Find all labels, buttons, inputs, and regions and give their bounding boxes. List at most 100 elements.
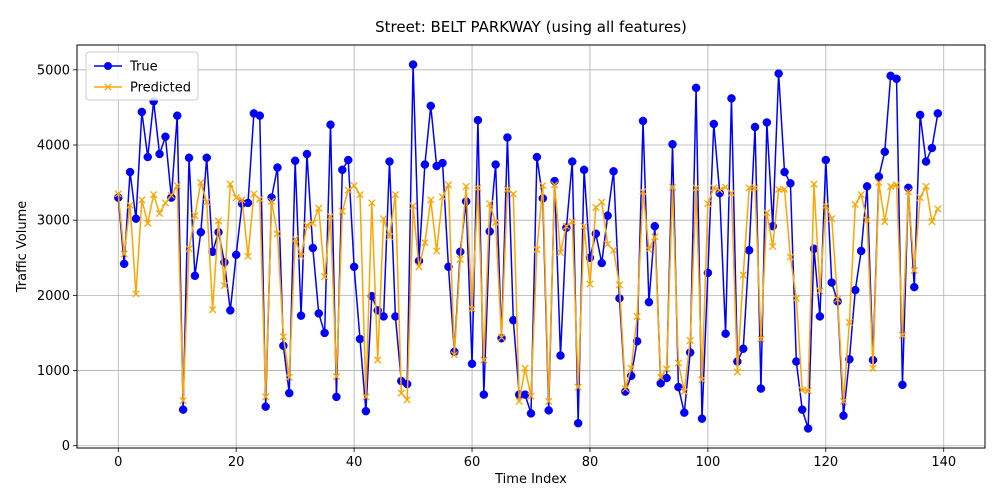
data-point-true	[332, 392, 341, 402]
data-point-predicted	[798, 386, 806, 394]
data-point-true	[756, 384, 766, 393]
data-point-true	[792, 357, 801, 366]
data-point-true	[750, 122, 760, 132]
data-point-true	[491, 160, 500, 169]
data-point-predicted	[586, 280, 594, 288]
data-point-true	[691, 83, 701, 93]
data-point-predicted	[556, 248, 565, 257]
data-point-predicted	[126, 201, 134, 209]
y-tick-label: 3000	[37, 214, 70, 229]
data-point-predicted	[374, 356, 382, 364]
data-point-true	[780, 167, 789, 177]
y-tick-label: 1000	[37, 364, 70, 379]
data-point-true	[355, 334, 365, 344]
data-point-true	[680, 408, 689, 417]
data-point-predicted	[497, 333, 506, 342]
data-point-predicted	[639, 187, 647, 196]
data-point-predicted	[545, 397, 553, 406]
data-point-predicted	[438, 193, 447, 201]
data-point-predicted	[615, 281, 624, 289]
series-layer	[114, 60, 943, 433]
data-point-predicted	[421, 239, 429, 247]
data-point-true	[161, 132, 170, 141]
data-point-predicted	[657, 373, 665, 381]
data-point-true	[379, 312, 388, 321]
y-tick-label: 4000	[37, 138, 70, 153]
data-point-true	[892, 74, 901, 84]
data-point-predicted	[144, 219, 152, 227]
data-point-true	[933, 109, 943, 118]
data-point-predicted	[633, 312, 641, 321]
data-point-predicted	[568, 218, 576, 226]
data-point-predicted	[244, 252, 252, 260]
data-point-predicted	[763, 209, 771, 217]
data-point-true	[125, 167, 135, 177]
data-point-predicted	[474, 184, 482, 192]
data-point-true	[721, 329, 730, 338]
data-point-true	[119, 259, 129, 269]
data-point-true	[338, 165, 347, 175]
data-point-predicted	[580, 222, 588, 230]
y-axis-label: Traffic Volume	[15, 201, 30, 294]
data-point-true	[385, 157, 394, 166]
plot-frame	[76, 44, 986, 449]
x-tick-label: 100	[695, 455, 720, 470]
data-point-predicted	[267, 197, 276, 206]
data-point-true	[927, 143, 937, 153]
data-point-predicted	[550, 181, 559, 189]
data-point-true	[526, 409, 536, 418]
data-point-predicted	[203, 198, 211, 206]
data-point-predicted	[845, 318, 854, 327]
data-point-true	[178, 405, 188, 414]
data-point-true	[797, 405, 807, 414]
data-point-true	[909, 282, 919, 292]
data-point-true	[438, 158, 447, 168]
x-tick-label: 140	[931, 455, 956, 470]
data-point-true	[261, 402, 270, 411]
data-point-true	[644, 297, 654, 307]
data-point-predicted	[916, 193, 924, 202]
data-point-true	[343, 155, 353, 165]
data-point-predicted	[816, 287, 824, 295]
data-point-predicted	[326, 212, 335, 221]
data-point-true	[184, 153, 194, 163]
data-point-predicted	[480, 356, 488, 364]
data-point-predicted	[462, 182, 470, 191]
data-point-true	[856, 246, 866, 256]
data-point-true	[426, 101, 436, 111]
data-point-predicted	[315, 204, 323, 212]
data-point-predicted	[833, 295, 842, 303]
data-point-predicted	[214, 217, 223, 225]
legend-marker-predicted	[104, 83, 112, 91]
data-point-true	[190, 271, 200, 281]
data-point-true	[255, 111, 265, 120]
data-point-predicted	[444, 181, 453, 189]
data-point-true	[503, 133, 512, 142]
data-point-predicted	[191, 212, 199, 220]
data-point-predicted	[338, 207, 346, 215]
data-point-predicted	[285, 373, 293, 381]
data-point-predicted	[120, 250, 128, 258]
data-point-predicted	[651, 233, 659, 241]
data-point-true	[650, 221, 660, 231]
data-point-predicted	[427, 196, 435, 204]
data-point-true	[167, 193, 176, 202]
data-point-predicted	[356, 190, 364, 199]
data-point-true	[467, 359, 477, 369]
data-point-predicted	[716, 186, 724, 194]
data-point-predicted	[509, 190, 517, 198]
data-point-predicted	[627, 364, 635, 372]
data-point-predicted	[851, 200, 859, 209]
data-point-predicted	[574, 383, 582, 391]
data-point-predicted	[521, 364, 529, 372]
x-tick-label: 20	[228, 455, 245, 470]
data-point-true	[744, 246, 754, 255]
data-point-true	[898, 380, 907, 390]
data-point-predicted	[692, 184, 700, 192]
data-point-true	[662, 373, 671, 383]
data-point-predicted	[155, 209, 164, 218]
x-tick-label: 60	[464, 455, 481, 470]
data-point-true	[550, 176, 559, 186]
data-point-true	[361, 406, 371, 416]
data-point-predicted	[904, 187, 913, 196]
